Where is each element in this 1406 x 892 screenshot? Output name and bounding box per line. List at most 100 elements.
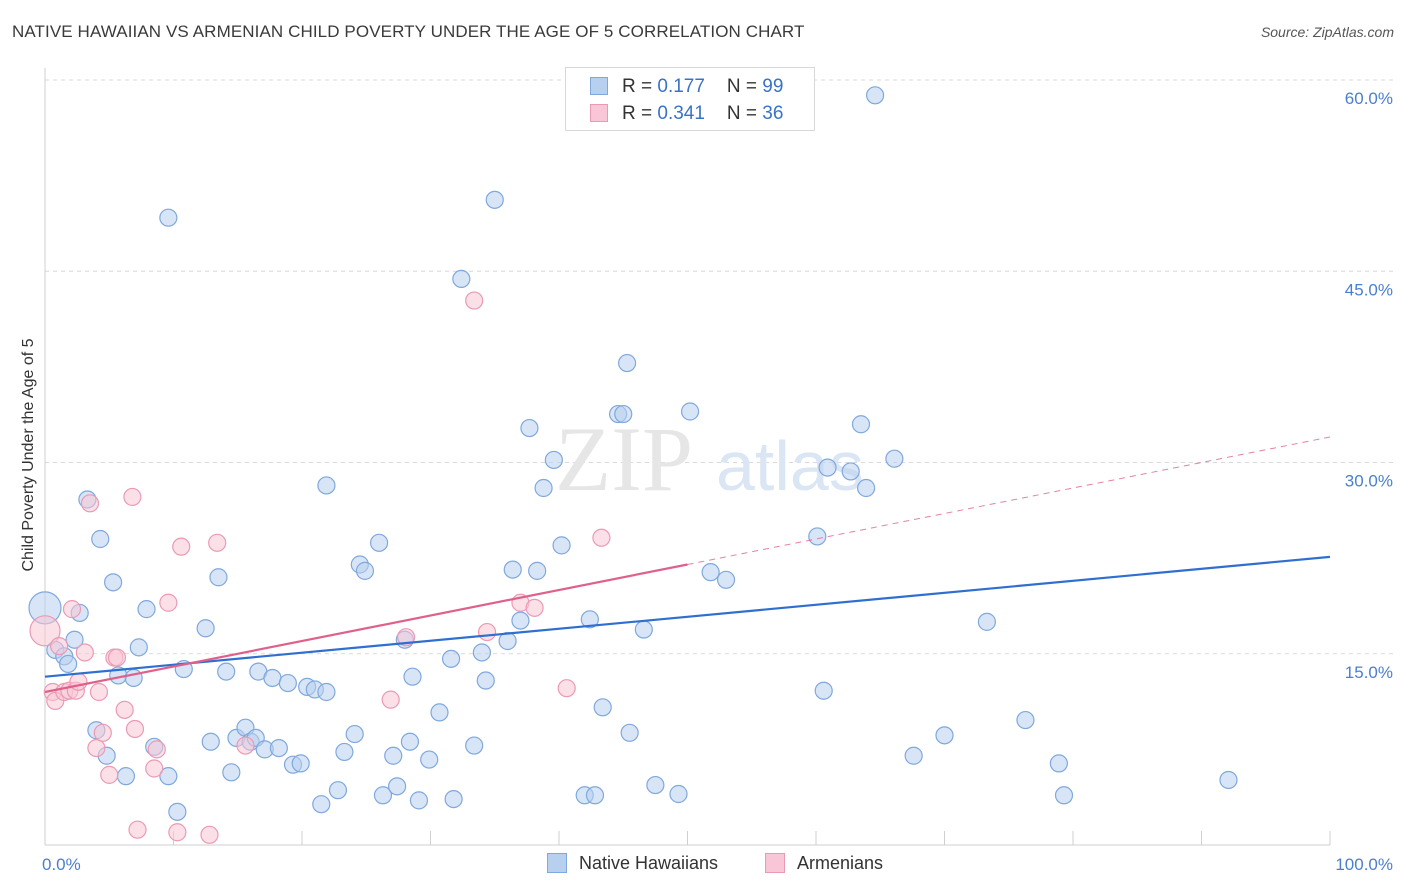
- native-hawaiian-point: [91, 529, 110, 549]
- native-hawaiian-point: [614, 404, 633, 424]
- legend-r-value-pink: 0.341: [657, 103, 705, 124]
- legend-r-label: R =: [622, 76, 658, 97]
- native-hawaiian-point: [168, 802, 187, 821]
- native-hawaiian-point: [618, 353, 637, 373]
- native-hawaiian-point: [585, 786, 605, 805]
- legend-swatch-blue: [590, 77, 608, 95]
- legend-n-value-pink: 36: [762, 103, 784, 124]
- armenian-point: [107, 648, 127, 667]
- native-hawaiian-point: [269, 738, 288, 758]
- trend-line-native-hawaiians: [44, 555, 1331, 678]
- native-hawaiian-point: [1054, 786, 1074, 805]
- native-hawaiian-point: [646, 775, 665, 795]
- watermark-zip: ZIP: [555, 408, 693, 510]
- native-hawaiian-point: [534, 478, 553, 498]
- native-hawaiian-point: [885, 449, 904, 468]
- armenian-point: [477, 622, 497, 642]
- native-hawaiian-point: [511, 611, 530, 630]
- native-hawaiian-point: [620, 723, 639, 742]
- armenian-point: [125, 719, 145, 739]
- native-hawaiian-point: [384, 746, 403, 765]
- native-hawaiian-point: [544, 450, 563, 470]
- correlation-legend: R = 0.177 N = 99 R = 0.341 N = 36: [565, 67, 815, 131]
- native-hawaiian-point: [441, 649, 461, 668]
- armenian-point: [100, 765, 119, 784]
- native-hawaiian-point: [593, 698, 612, 717]
- native-hawaiian-point: [808, 527, 827, 546]
- armenian-point: [69, 672, 88, 691]
- native-hawaiian-point: [137, 600, 156, 619]
- legend-text-pink: R = 0.341 N = 36: [622, 103, 783, 125]
- armenian-point: [465, 291, 484, 310]
- native-hawaiian-point: [317, 682, 336, 702]
- bottom-legend-label-blue: Native Hawaiians: [579, 853, 719, 873]
- native-hawaiian-point: [345, 724, 364, 744]
- armenian-point: [396, 628, 416, 647]
- native-hawaiian-point: [476, 671, 495, 690]
- native-hawaiian-point: [355, 561, 375, 580]
- native-hawaiian-point: [1016, 710, 1035, 730]
- legend-r-label: R =: [622, 103, 658, 124]
- armenian-point: [147, 740, 166, 759]
- legend-r-value-blue: 0.177: [657, 76, 705, 97]
- y-tick-label: 30.0%: [1345, 472, 1393, 491]
- legend-n-label: N =: [726, 76, 763, 97]
- grid-layer: [45, 79, 1395, 655]
- armenians-points: [29, 291, 611, 844]
- native-hawaiian-point: [312, 795, 331, 814]
- armenian-point: [168, 823, 187, 842]
- native-hawaiian-point: [420, 750, 439, 769]
- legend-swatch-pink: [590, 104, 608, 122]
- native-hawaiian-point: [528, 561, 547, 580]
- chart-title: NATIVE HAWAIIAN VS ARMENIAN CHILD POVERT…: [12, 22, 805, 41]
- native-hawaiian-point: [129, 638, 148, 657]
- armenian-point: [557, 679, 576, 698]
- bottom-legend-swatch-blue: [547, 853, 567, 873]
- native-hawaiian-point: [65, 630, 84, 649]
- native-hawaiian-point: [335, 742, 354, 762]
- armenian-point: [123, 487, 142, 507]
- native-hawaiian-point: [818, 458, 837, 477]
- native-hawaiian-point: [291, 754, 310, 773]
- native-hawaiian-point: [716, 570, 736, 589]
- armenian-point: [381, 690, 400, 709]
- source-credit: Source: ZipAtlas.com: [1260, 24, 1394, 40]
- native-hawaiian-point: [430, 703, 449, 722]
- trend-lines: [44, 436, 1331, 694]
- armenian-point: [62, 600, 82, 619]
- armenian-point: [80, 494, 100, 513]
- bottom-legend-label-pink: Armenians: [797, 853, 884, 873]
- native-hawaiian-point: [552, 536, 571, 555]
- native-hawaiian-point: [680, 402, 700, 421]
- native-hawaiian-point: [857, 478, 876, 498]
- y-tick-label: 60.0%: [1345, 89, 1393, 108]
- armenian-point: [29, 615, 61, 647]
- native-hawaiian-point: [403, 667, 422, 686]
- armenian-point: [592, 528, 611, 547]
- y-tick-label: 15.0%: [1345, 663, 1393, 682]
- native-hawaiian-point: [196, 619, 215, 638]
- native-hawaiian-point: [104, 573, 123, 592]
- native-hawaiian-point: [124, 668, 143, 688]
- axis-labels: 15.0% 30.0% 45.0% 60.0% 0.0% 100.0% Child Pove…: [20, 89, 1393, 874]
- native-hawaiian-point: [387, 777, 407, 796]
- armenian-point: [172, 537, 191, 556]
- native-hawaiian-point: [634, 620, 653, 639]
- native-hawaiian-point: [373, 786, 393, 805]
- armenian-point: [75, 643, 94, 662]
- native-hawaiian-point: [503, 560, 522, 579]
- armenian-point: [208, 533, 227, 552]
- watermark-atlas: atlas: [716, 427, 864, 505]
- native-hawaiian-point: [370, 533, 389, 552]
- native-hawaiian-point: [409, 791, 429, 810]
- native-hawaiian-point: [1049, 754, 1068, 773]
- armenian-point: [115, 700, 134, 719]
- native-hawaiian-point: [1219, 770, 1238, 790]
- x-tick-label-max: 100.0%: [1335, 855, 1393, 874]
- armenian-point: [236, 736, 255, 755]
- native-hawaiian-point: [701, 563, 720, 582]
- native-hawaiian-point: [485, 190, 504, 209]
- armenian-point: [87, 738, 106, 758]
- native-hawaiian-point: [841, 462, 860, 481]
